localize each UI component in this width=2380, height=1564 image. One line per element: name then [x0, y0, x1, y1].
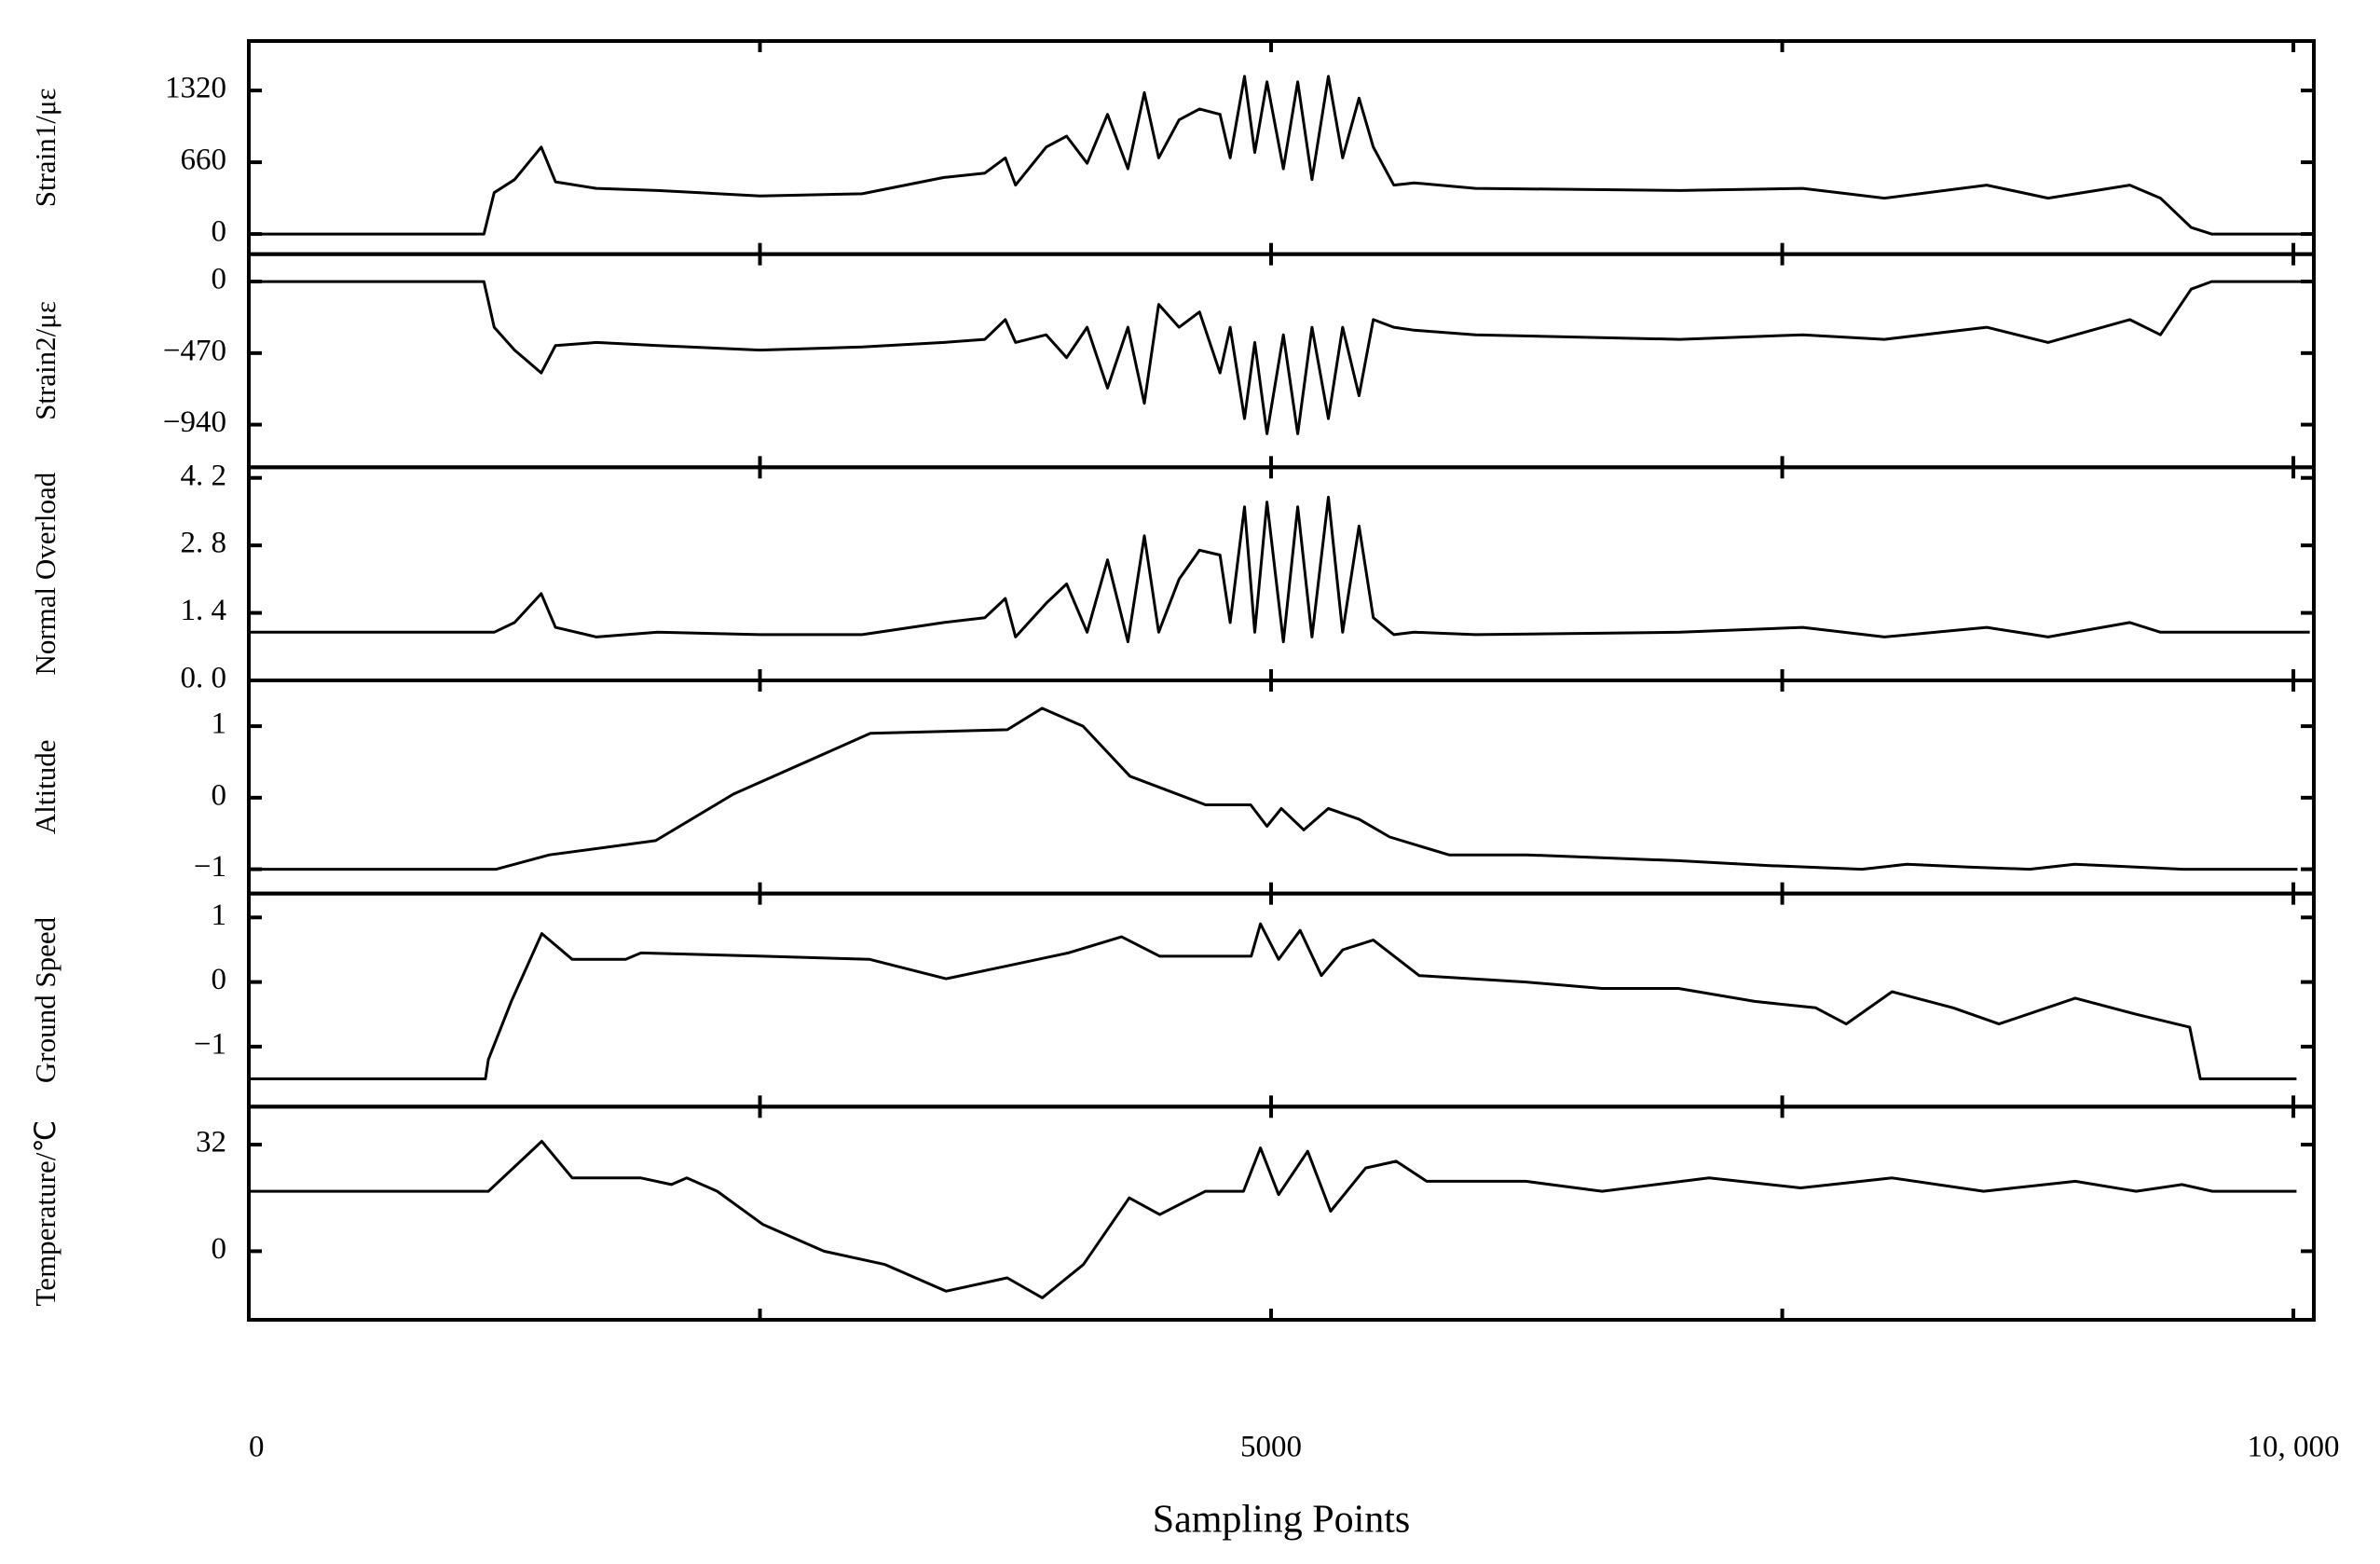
y-tick-label: 1: [212, 707, 227, 741]
data-line: [249, 922, 2297, 1080]
y-axis-label: Strain2/με: [29, 301, 62, 420]
y-tick-label: −470: [163, 334, 226, 367]
y-tick-label: 0. 0: [181, 662, 227, 695]
y-tick-label: −940: [163, 405, 226, 439]
x-tick-label: 5000: [1240, 1431, 1302, 1464]
y-axis-label: Strain1/με: [29, 88, 62, 207]
x-axis-label: Sampling Points: [1153, 1499, 1411, 1542]
y-tick-label: 0: [212, 263, 227, 296]
panel-frame: [247, 465, 2316, 683]
data-line: [249, 707, 2298, 871]
y-tick-label: 2. 8: [181, 527, 227, 560]
panel-frame: [247, 679, 2316, 896]
y-tick-label: 4. 2: [181, 459, 227, 492]
y-tick-label: 0: [212, 1232, 227, 1266]
data-line: [249, 75, 2310, 236]
y-tick-label: 32: [196, 1126, 226, 1159]
y-axis-label: Altitude: [29, 740, 62, 835]
y-tick-label: −1: [194, 850, 226, 884]
panel-frame: [247, 252, 2316, 470]
y-axis-label: Temperature/℃: [29, 1120, 62, 1307]
x-tick-label: 0: [249, 1431, 265, 1464]
y-tick-label: 1. 4: [181, 594, 227, 627]
y-tick-label: 0: [212, 778, 227, 812]
panel-frame: [247, 891, 2316, 1109]
y-axis-label: Ground Speed: [29, 916, 62, 1083]
panel-frame: [247, 1104, 2316, 1323]
data-line: [249, 495, 2310, 644]
y-axis-label: Normal Overload: [29, 472, 62, 675]
y-tick-label: 660: [181, 144, 227, 177]
y-tick-label: 0: [212, 215, 227, 249]
y-tick-label: 1: [212, 899, 227, 932]
panel-frame: [247, 39, 2316, 256]
y-tick-label: 0: [212, 963, 227, 996]
x-tick-label: 10, 000: [2248, 1431, 2340, 1464]
data-line: [249, 1140, 2297, 1299]
y-tick-label: −1: [194, 1027, 226, 1061]
y-tick-label: 1320: [165, 72, 226, 105]
data-line: [249, 280, 2310, 435]
